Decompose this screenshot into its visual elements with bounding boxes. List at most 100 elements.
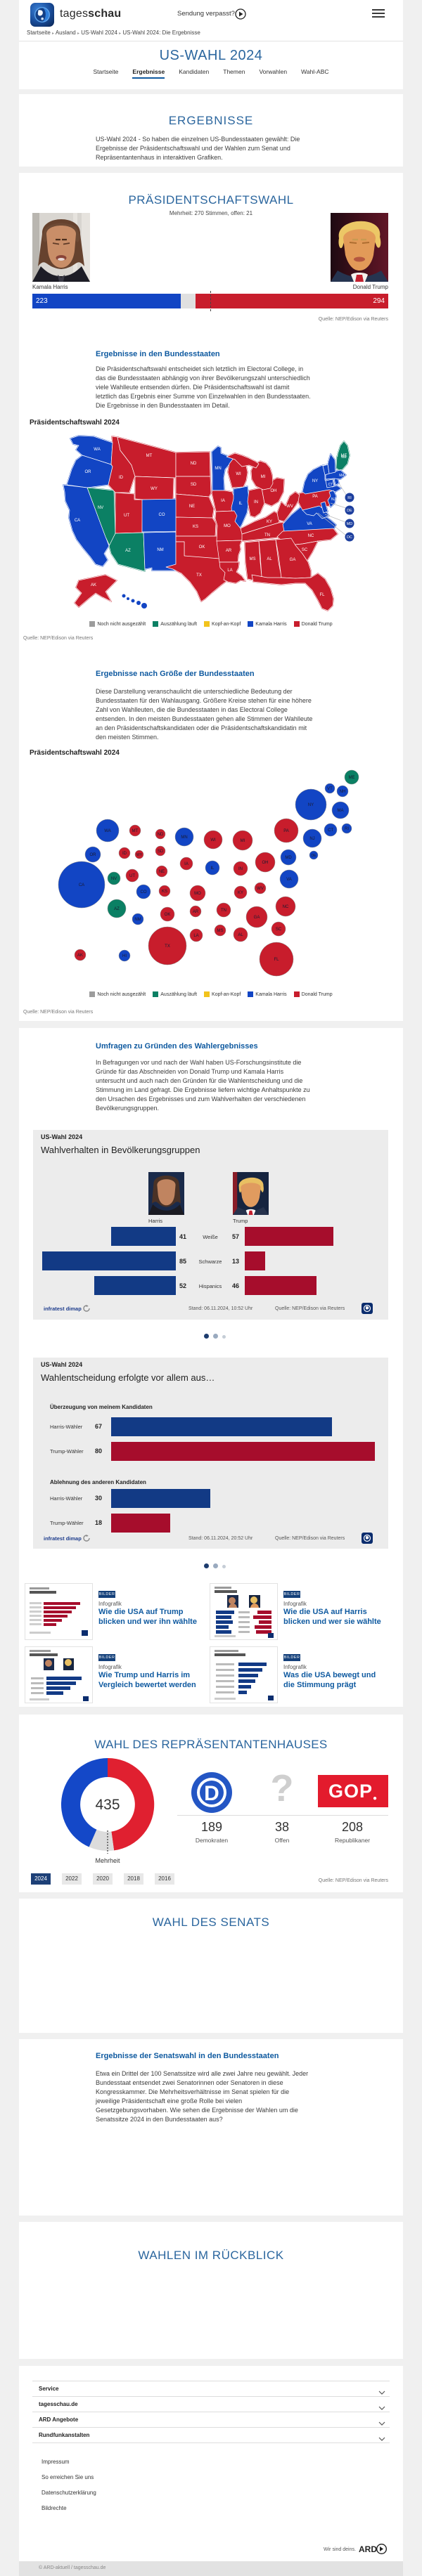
svg-text:OH: OH (262, 861, 269, 865)
svg-text:NJ: NJ (309, 837, 314, 841)
svg-text:NH: NH (333, 454, 338, 458)
svg-text:CT: CT (328, 828, 333, 833)
svg-text:IN: IN (254, 500, 258, 505)
svg-text:FL: FL (274, 958, 279, 962)
svg-text:WV: WV (257, 887, 264, 891)
svg-text:MO: MO (194, 892, 201, 896)
svg-text:TX: TX (165, 944, 170, 949)
svg-text:CT: CT (328, 483, 333, 487)
svg-text:AL: AL (238, 933, 243, 937)
svg-text:VT: VT (327, 787, 333, 791)
svg-text:NC: NC (283, 905, 289, 909)
svg-text:CA: CA (75, 519, 80, 523)
svg-text:ID: ID (122, 852, 127, 856)
svg-text:WA: WA (94, 448, 100, 452)
svg-text:UT: UT (124, 514, 129, 518)
svg-text:ID: ID (119, 476, 124, 480)
svg-text:NM: NM (157, 548, 163, 552)
svg-text:WY: WY (151, 487, 158, 491)
svg-text:UT: UT (129, 874, 135, 878)
svg-text:NJ: NJ (331, 497, 336, 502)
svg-text:CO: CO (159, 513, 165, 517)
svg-text:HI: HI (122, 954, 127, 958)
svg-text:RI: RI (347, 496, 352, 500)
svg-text:MD: MD (285, 856, 292, 860)
svg-text:IN: IN (238, 867, 243, 871)
svg-text:OK: OK (199, 545, 205, 549)
svg-text:WI: WI (210, 838, 216, 843)
svg-text:KY: KY (238, 891, 243, 895)
svg-text:WY: WY (136, 853, 143, 857)
svg-text:SD: SD (191, 483, 197, 487)
svg-text:SC: SC (276, 928, 282, 932)
svg-text:DE: DE (312, 854, 317, 858)
svg-text:NM: NM (134, 918, 141, 922)
svg-text:ME: ME (341, 454, 347, 458)
svg-text:OK: OK (165, 913, 171, 917)
svg-text:KS: KS (193, 525, 198, 529)
svg-text:FL: FL (319, 593, 325, 597)
svg-text:VA: VA (307, 522, 312, 526)
svg-text:LA: LA (227, 568, 232, 573)
svg-text:NY: NY (312, 479, 318, 483)
svg-text:MD: MD (347, 522, 353, 526)
svg-text:MN: MN (215, 467, 221, 471)
svg-text:NH: NH (340, 790, 346, 794)
svg-text:PA: PA (312, 495, 318, 499)
svg-text:AR: AR (193, 910, 199, 914)
svg-text:ME: ME (349, 776, 355, 780)
svg-text:MA: MA (338, 809, 344, 813)
svg-text:OH: OH (271, 489, 277, 493)
svg-text:AL: AL (267, 557, 272, 561)
svg-text:MT: MT (132, 829, 139, 833)
svg-text:CA: CA (79, 883, 84, 887)
svg-text:AK: AK (77, 954, 83, 958)
svg-text:DE: DE (347, 509, 352, 513)
svg-text:SD: SD (158, 850, 164, 854)
svg-text:AZ: AZ (114, 907, 120, 911)
svg-text:ND: ND (191, 462, 197, 466)
svg-text:NE: NE (189, 505, 195, 509)
svg-text:ND: ND (158, 833, 164, 837)
svg-text:AR: AR (226, 549, 232, 553)
svg-text:KS: KS (162, 890, 167, 894)
svg-text:KY: KY (267, 520, 272, 524)
svg-text:VA: VA (286, 878, 292, 882)
svg-text:D: D (204, 1782, 219, 1805)
svg-text:NV: NV (98, 506, 103, 510)
svg-text:TN: TN (264, 533, 270, 538)
svg-text:GA: GA (290, 558, 296, 562)
svg-text:TX: TX (196, 573, 202, 578)
svg-text:MT: MT (146, 454, 153, 458)
svg-text:SC: SC (302, 548, 308, 552)
svg-text:MS: MS (250, 557, 256, 561)
svg-text:OR: OR (90, 853, 97, 857)
svg-text:GA: GA (254, 916, 260, 920)
svg-text:AZ: AZ (125, 549, 131, 553)
svg-text:NV: NV (111, 877, 117, 881)
svg-text:MI: MI (261, 475, 266, 479)
svg-text:WV: WV (286, 505, 293, 509)
svg-text:VT: VT (324, 462, 328, 467)
svg-text:MO: MO (224, 524, 231, 528)
svg-text:IL: IL (238, 502, 243, 506)
svg-text:LA: LA (193, 934, 198, 938)
svg-text:NC: NC (308, 534, 314, 538)
svg-text:MS: MS (217, 929, 224, 933)
svg-text:IL: IL (210, 866, 215, 871)
svg-text:MN: MN (181, 835, 187, 840)
svg-text:RI: RI (345, 827, 349, 831)
svg-text:IA: IA (184, 862, 188, 866)
svg-text:MI: MI (241, 839, 245, 843)
svg-text:NE: NE (159, 870, 165, 874)
svg-text:DC: DC (347, 535, 352, 540)
svg-text:OR: OR (85, 470, 92, 474)
svg-text:IA: IA (221, 499, 225, 503)
svg-text:CO: CO (141, 890, 147, 895)
svg-text:PA: PA (283, 829, 289, 833)
svg-text:TN: TN (221, 909, 226, 913)
svg-text:WI: WI (236, 472, 241, 476)
svg-text:MA: MA (339, 474, 345, 478)
svg-text:ME: ME (341, 455, 347, 460)
svg-text:NY: NY (308, 803, 314, 807)
